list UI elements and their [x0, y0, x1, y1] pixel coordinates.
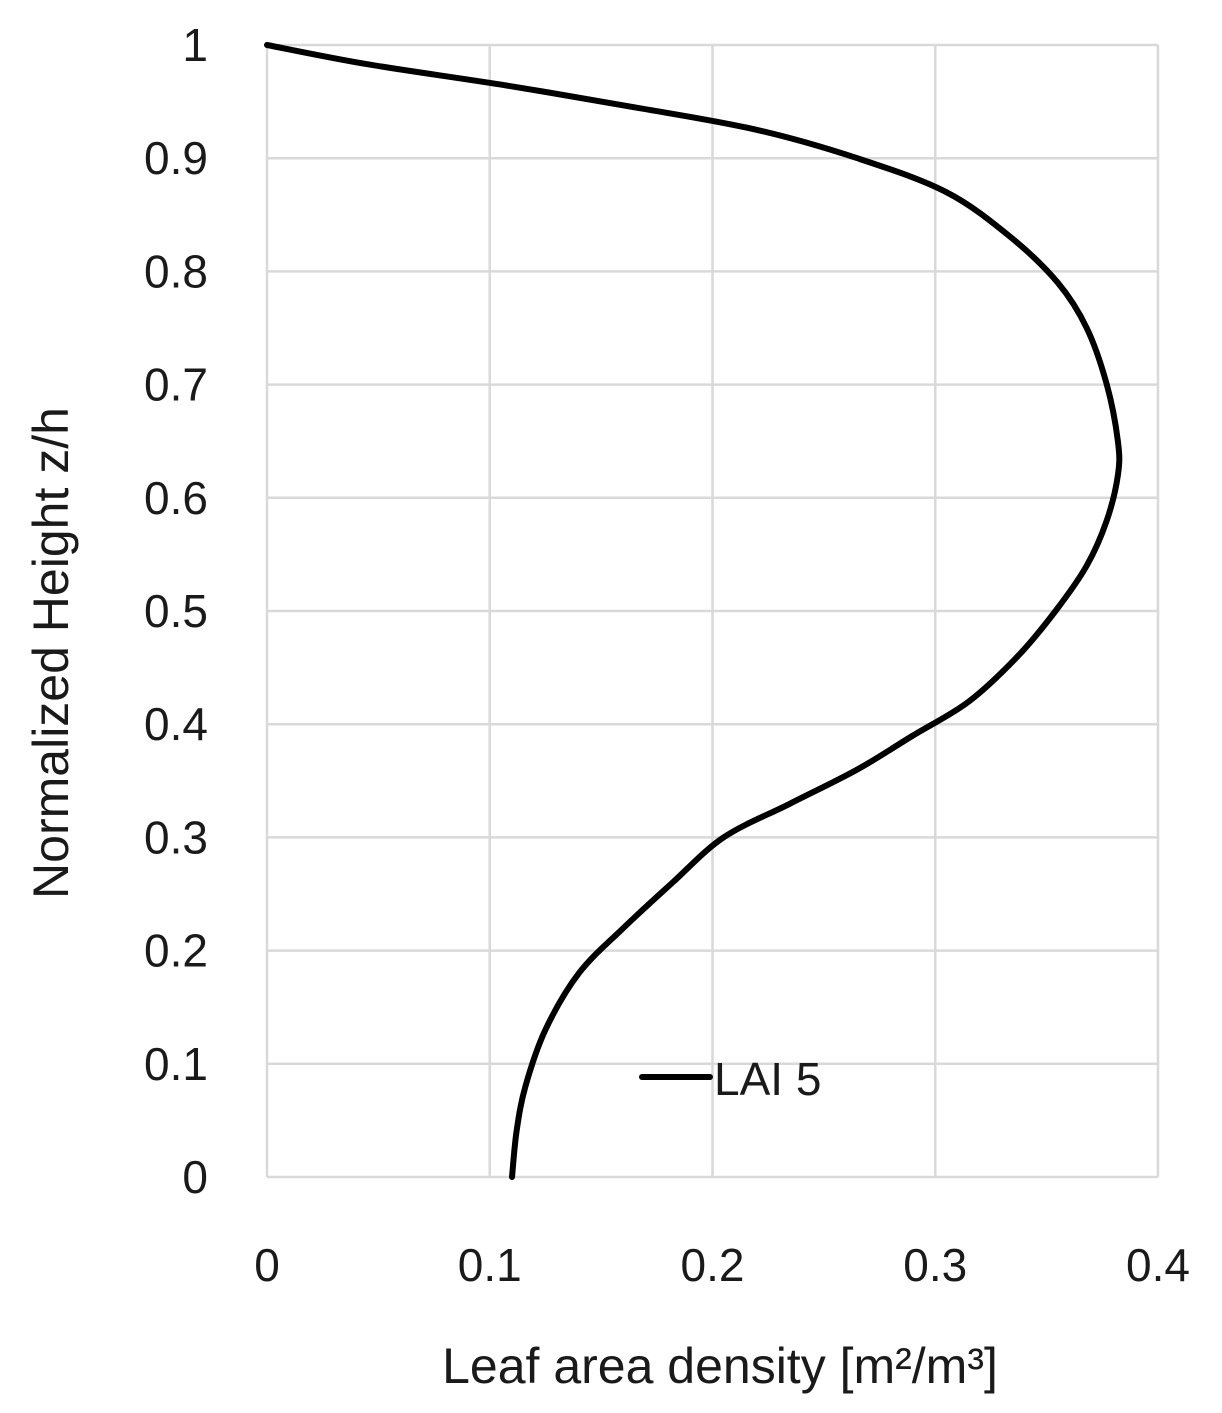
y-tick-label-4: 0.4 [144, 698, 208, 750]
y-tick-label-0: 0 [182, 1151, 208, 1203]
x-tick-label-0: 0 [254, 1239, 280, 1291]
y-tick-label-9: 0.9 [144, 132, 208, 184]
x-tick-label-3: 0.3 [903, 1239, 967, 1291]
y-axis-title: Normalized Height z/h [23, 407, 79, 899]
y-tick-label-8: 0.8 [144, 245, 208, 297]
y-tick-label-1: 0.1 [144, 1038, 208, 1090]
x-tick-label-2: 0.2 [681, 1239, 745, 1291]
y-tick-label-2: 0.2 [144, 925, 208, 977]
x-tick-label-4: 0.4 [1126, 1239, 1190, 1291]
y-tick-labels: 0 0.1 0.2 0.3 0.4 0.5 0.6 0.7 0.8 0.9 1 [144, 19, 208, 1203]
x-axis-title: Leaf area density [m²/m³] [442, 1338, 998, 1394]
y-tick-label-7: 0.7 [144, 359, 208, 411]
legend-label-lai-5: LAI 5 [714, 1053, 821, 1105]
y-tick-label-6: 0.6 [144, 472, 208, 524]
y-tick-label-5: 0.5 [144, 585, 208, 637]
legend: LAI 5 [639, 1053, 821, 1105]
grid [265, 43, 1160, 1179]
y-tick-label-3: 0.3 [144, 811, 208, 863]
x-tick-label-1: 0.1 [458, 1239, 522, 1291]
series-layer [264, 42, 1123, 1180]
series-line-0 [264, 42, 1123, 1180]
x-tick-labels: 0 0.1 0.2 0.3 0.4 [254, 1239, 1190, 1291]
y-tick-label-10: 1 [182, 19, 208, 71]
